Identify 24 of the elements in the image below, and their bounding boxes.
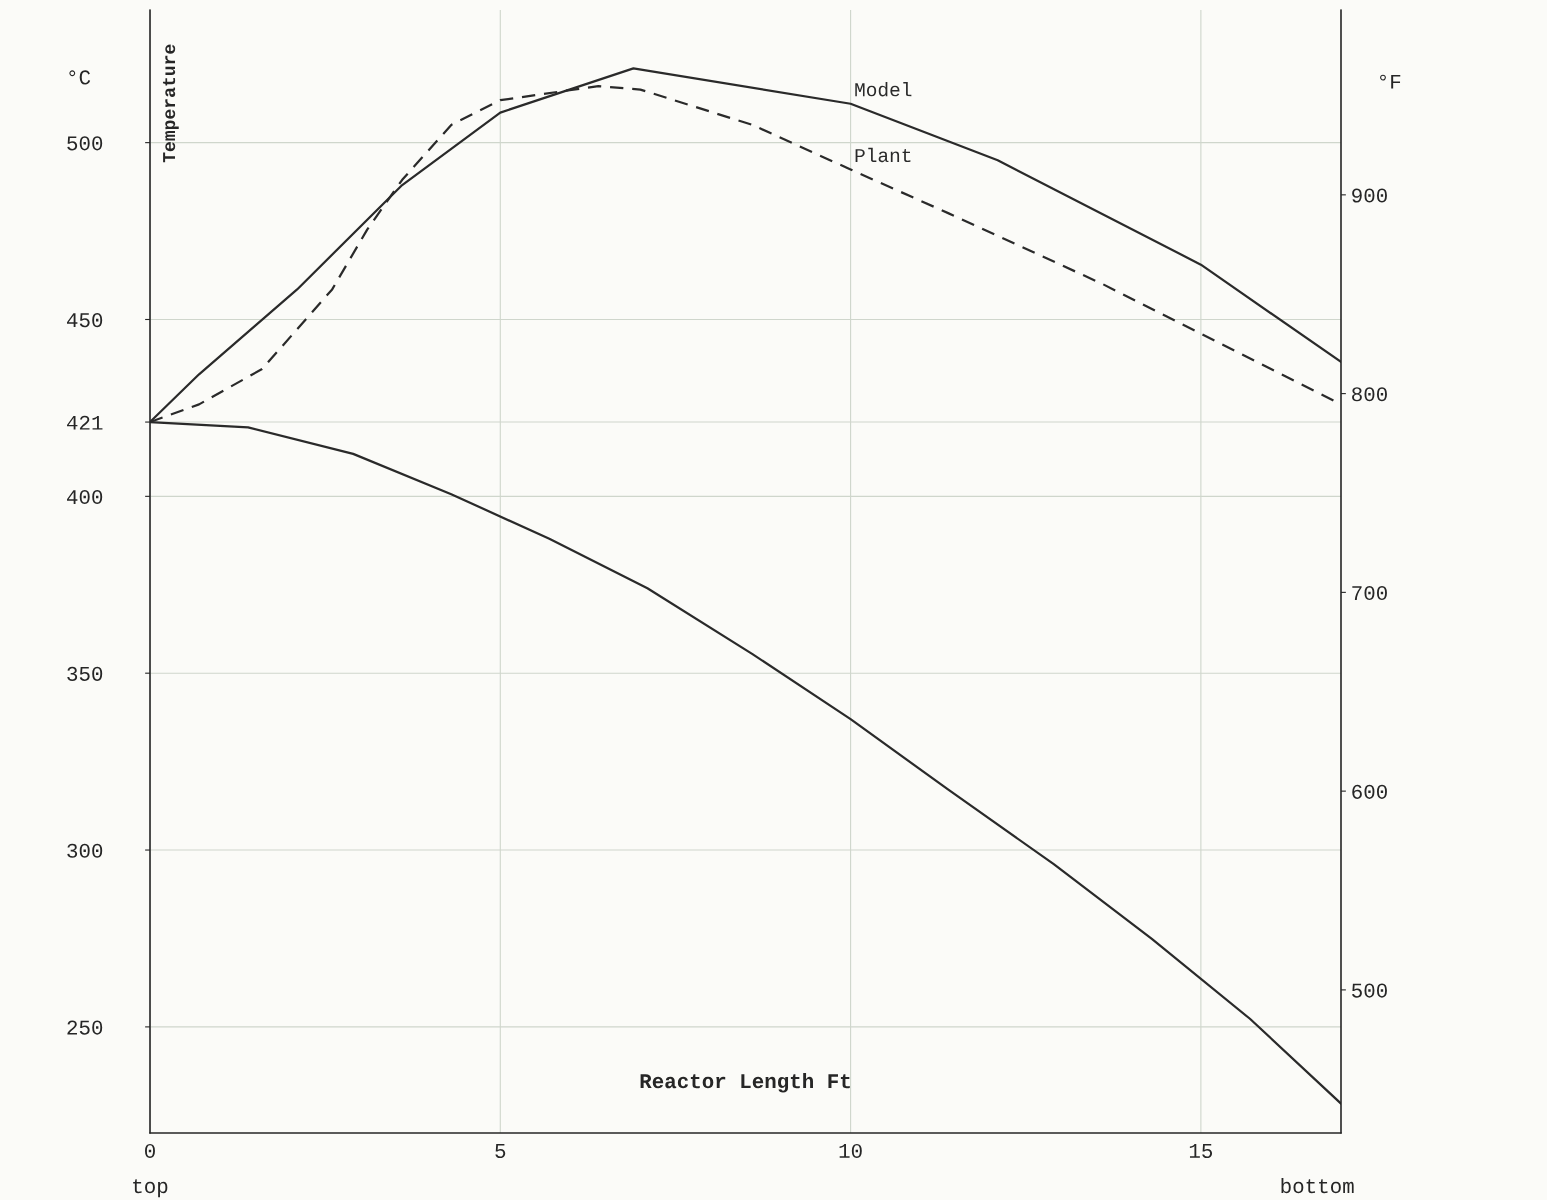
y-tick-label: 421 <box>67 415 103 430</box>
y2-tick-label: 800 <box>1352 387 1387 402</box>
text: bottom <box>1281 1177 1354 1194</box>
y-axis-title: Temperature <box>162 44 179 163</box>
text: top <box>133 1179 168 1198</box>
x-tick-label: 10 <box>839 1143 862 1159</box>
x-tick-label: 15 <box>1189 1144 1213 1159</box>
y2-tick-label: 700 <box>1352 585 1387 601</box>
y2-tick-label: 900 <box>1352 188 1387 203</box>
x-tick-label: 5 <box>495 1144 506 1159</box>
y-tick-label: 400 <box>67 489 103 505</box>
y2-axis-title: °F <box>1380 74 1401 89</box>
y2-tick-label: 600 <box>1352 784 1387 799</box>
y-tick-label: 250 <box>67 1020 103 1035</box>
x-tick-label: 0 <box>145 1143 155 1159</box>
x-axis-title: Reactor Length Ft <box>640 1072 850 1093</box>
y-tick-label: 500 <box>67 136 103 151</box>
text: °C <box>69 70 91 85</box>
series-label: Plant <box>855 147 911 163</box>
y-tick-label: 350 <box>67 666 103 681</box>
y2-tick-label: 500 <box>1352 983 1387 998</box>
series-label: Model <box>855 82 912 97</box>
y-tick-label: 450 <box>67 313 103 328</box>
y-tick-label: 300 <box>67 843 103 858</box>
